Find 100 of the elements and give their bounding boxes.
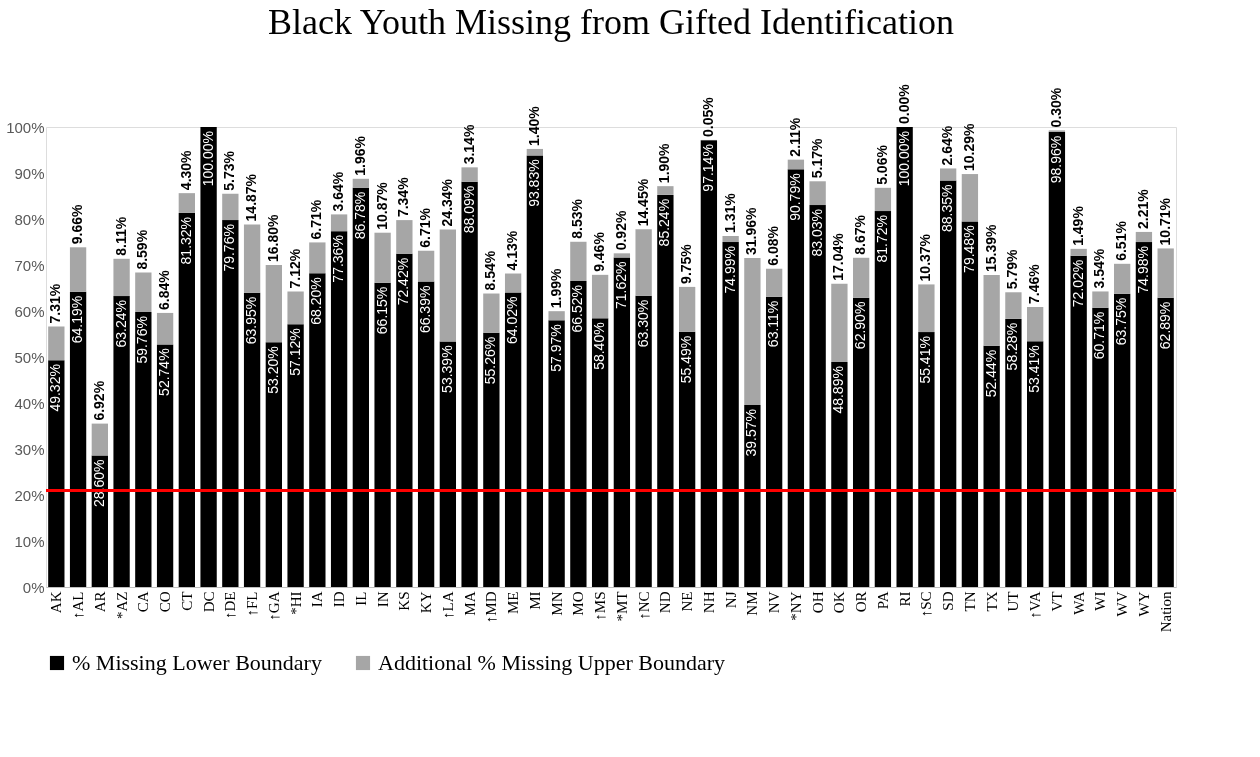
bar [765,268,783,297]
bar [635,295,652,587]
x-tick-label: VT [1048,591,1065,612]
bar [1157,248,1174,298]
bar [374,282,391,587]
bar [939,180,957,587]
data-label: 79.76% [221,224,238,272]
data-label: 97.14% [699,144,716,192]
data-label: 71.62% [612,261,629,310]
data-label: 63.30% [634,299,651,348]
data-label: 16.80% [264,213,281,262]
bar [178,193,195,213]
data-label: 9.75% [678,243,695,284]
bar [765,296,783,587]
y-tick-label: 100% [6,118,45,136]
bar [330,214,348,232]
x-tick-label: DC [200,591,217,613]
data-label: 53.39% [438,345,455,393]
bar [69,247,87,292]
x-tick-label: MI [526,591,543,610]
data-label: 4.13% [504,230,521,271]
bar [548,320,565,587]
bar [504,292,522,587]
data-label: 64.02% [504,296,521,344]
data-label: 83.03% [808,209,825,257]
x-tick-label: MA [461,591,478,616]
bar [831,283,848,363]
data-label: 79.48% [960,225,977,273]
x-tick-label: IL [352,591,369,606]
data-label: 100.00% [895,131,912,187]
x-tick-label: PA [874,591,891,610]
data-label: 90.79% [786,173,803,221]
data-label: 53.20% [264,346,281,394]
legend-label: % Missing Lower Boundary [72,650,322,675]
data-label: 88.09% [460,185,477,234]
data-label: 7.31% [47,283,64,324]
data-label: 52.44% [982,349,999,398]
bar [918,284,935,333]
bar [287,324,304,587]
bar [613,253,631,258]
data-label: 1.31% [721,192,738,234]
bar [113,258,130,297]
bar [852,297,870,587]
bar [461,181,478,587]
data-label: 57.12% [286,328,303,376]
data-label: 4.30% [177,149,194,191]
bar [526,155,544,587]
x-tick-label: WA [1070,591,1087,615]
bar [983,345,1000,587]
bar [417,250,435,282]
data-label: 3.54% [1091,248,1108,289]
bar [1135,231,1153,243]
data-label: 57.97% [547,324,564,372]
y-tick-label: 20% [14,486,45,504]
y-tick-label: 70% [14,256,45,274]
data-label: 1.40% [525,105,542,146]
x-tick-label: TN [961,591,978,612]
bar [1005,318,1022,587]
x-tick-label: KY [418,591,435,614]
data-label: 0.92% [612,210,629,251]
x-tick-label: KS [396,591,413,611]
data-label: 10.37% [917,233,934,282]
data-label: 7.34% [395,176,412,218]
bar [1114,293,1131,587]
data-label: 3.14% [460,124,477,165]
data-label: 8.54% [482,250,499,291]
data-label: 74.99% [721,246,738,294]
bar [156,312,174,345]
data-label: 52.74% [156,348,173,396]
bar [135,312,152,587]
x-tick-label: ↑DE [222,591,239,619]
bar [548,311,565,321]
data-label: 53.41% [1026,345,1043,393]
data-label: 85.24% [656,198,673,247]
data-label: 58.28% [1004,322,1021,371]
bar [1114,263,1131,294]
data-label: 59.76% [134,316,151,364]
bar [396,253,413,587]
bar [1070,255,1087,587]
x-tick-label: *HI [287,591,304,615]
data-label: 6.71% [308,199,325,240]
bar [1092,307,1109,587]
data-label: 24.34% [438,178,455,227]
data-label: 66.52% [569,285,586,333]
bar [787,169,805,587]
bar [961,174,979,222]
x-tick-label: ↑FL [244,591,261,617]
bar [352,187,370,587]
bar [722,236,739,243]
data-label: 15.39% [982,223,999,272]
bar [91,423,108,456]
data-label: 55.26% [482,336,499,385]
data-label: 72.42% [395,257,412,306]
bar [1135,242,1153,587]
data-label: 17.04% [830,232,847,281]
y-tick-label: 50% [14,348,45,366]
data-label: 5.79% [1004,249,1021,290]
x-tick-label: ND [657,591,674,614]
bar [787,159,805,170]
data-label: 7.46% [1026,263,1043,304]
